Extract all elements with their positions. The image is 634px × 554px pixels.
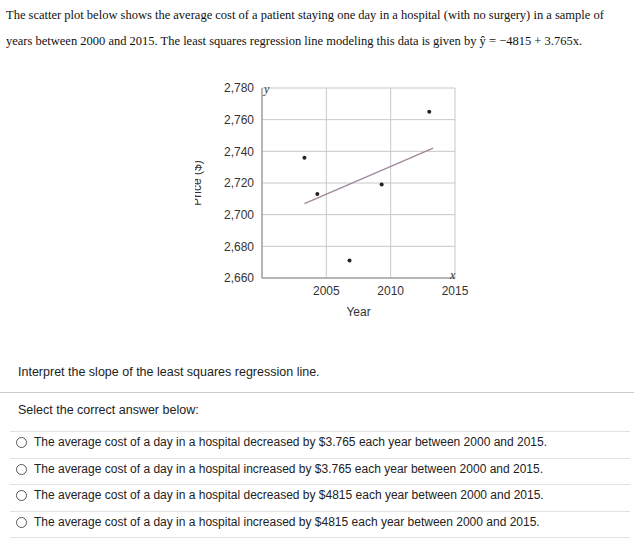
- html-text:The scatter plot below shows t: The scatter plot below shows the average…: [6, 8, 604, 48]
- svg-text:2005: 2005: [313, 284, 340, 298]
- svg-text:2,680: 2,680: [224, 240, 254, 254]
- html-text:The average cost of a day in a: The average cost of a day in a hospital …: [34, 488, 544, 502]
- svg-text:2015: 2015: [442, 284, 469, 298]
- html-text:The average cost of a day in a: The average cost of a day in a hospital …: [34, 461, 543, 476]
- svg-text:2,760: 2,760: [224, 113, 254, 127]
- html-text:x: x: [450, 268, 456, 282]
- svg-text:2,740: 2,740: [224, 145, 254, 159]
- svg-text:2010: 2010: [377, 284, 404, 298]
- html-text:The average cost of a day in a: The average cost of a day in a hospital …: [34, 514, 540, 529]
- svg-text:2,660: 2,660: [224, 271, 254, 285]
- svg-text:2,720: 2,720: [224, 176, 254, 190]
- svg-text:Price ($): Price ($): [195, 160, 204, 205]
- svg-text:Year: Year: [346, 305, 370, 318]
- html-text:Interpret the slope of the lea: Interpret the slope of the least squares…: [18, 365, 320, 379]
- html-text:The average cost of a day in a: The average cost of a day in a hospital …: [34, 435, 547, 449]
- html-text:Select the correct answer belo: Select the correct answer below:: [18, 403, 199, 417]
- svg-text:2,700: 2,700: [224, 208, 254, 222]
- svg-text:2,780: 2,780: [224, 81, 254, 95]
- html-text:y: y: [264, 82, 270, 96]
